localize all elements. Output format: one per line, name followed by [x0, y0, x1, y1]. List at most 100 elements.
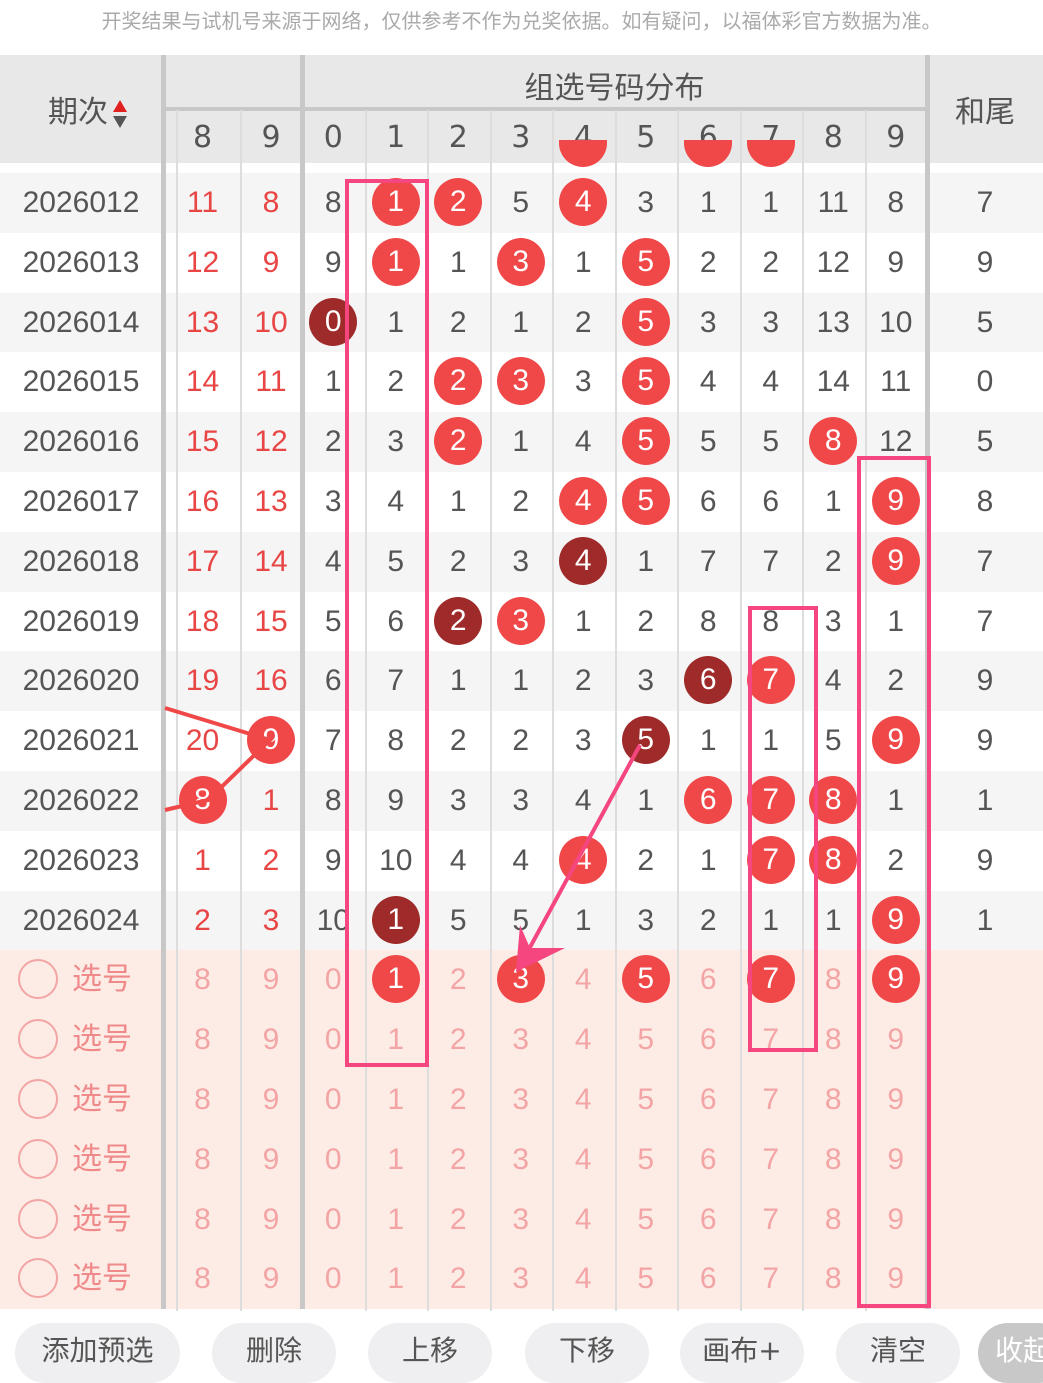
option-number[interactable]: 8 — [194, 963, 211, 997]
option-number[interactable]: 5 — [637, 1083, 655, 1116]
option-number[interactable]: 7 — [762, 1142, 780, 1176]
option-number[interactable]: 8 — [194, 1083, 211, 1116]
option-number[interactable]: 8 — [194, 1023, 211, 1057]
select-cell[interactable]: 9 — [240, 1070, 302, 1130]
radio-circle-icon[interactable] — [18, 1258, 58, 1299]
option-number[interactable]: 8 — [824, 963, 842, 997]
option-number[interactable]: 6 — [699, 1083, 717, 1116]
option-number[interactable]: 9 — [262, 1083, 280, 1116]
option-number[interactable]: 5 — [637, 1023, 655, 1057]
select-cell[interactable]: 9 — [240, 1190, 302, 1250]
option-number[interactable]: 7 — [762, 1202, 780, 1236]
select-cell[interactable]: 1 — [365, 1190, 428, 1250]
option-number[interactable]: 6 — [699, 1262, 717, 1296]
select-cell[interactable]: 5 — [615, 1249, 678, 1309]
option-number[interactable]: 2 — [449, 963, 467, 997]
select-cell[interactable]: 1 — [365, 1070, 428, 1130]
option-number[interactable]: 6 — [699, 1202, 717, 1236]
select-cell[interactable]: 2 — [427, 1249, 490, 1309]
option-number[interactable]: 3 — [512, 1083, 530, 1116]
option-number[interactable]: 9 — [262, 1142, 280, 1176]
select-cell[interactable]: 9 — [865, 1010, 928, 1070]
option-number[interactable]: 0 — [324, 1202, 342, 1236]
select-cell[interactable]: 2 — [427, 1070, 490, 1130]
select-cell[interactable]: 6 — [677, 950, 740, 1010]
select-cell[interactable]: 8 — [165, 950, 240, 1010]
select-cell[interactable]: 9 — [865, 1190, 928, 1250]
select-cell[interactable]: 6 — [677, 1010, 740, 1070]
action-button[interactable]: 添加预选 — [15, 1323, 180, 1383]
select-cell[interactable]: 6 — [677, 1249, 740, 1309]
select-number-option[interactable]: 选号 — [18, 1249, 162, 1309]
select-cell[interactable]: 4 — [552, 950, 615, 1010]
action-button[interactable]: 上移 — [368, 1323, 492, 1383]
period-sort-header[interactable]: 期次 — [48, 87, 128, 131]
select-cell[interactable]: 9 — [240, 1010, 302, 1070]
option-number[interactable]: 4 — [574, 1142, 592, 1176]
action-button[interactable]: 画布+ — [680, 1323, 804, 1383]
option-number[interactable]: 8 — [824, 1142, 842, 1176]
select-cell[interactable]: 8 — [165, 1130, 240, 1190]
select-cell[interactable]: 0 — [302, 1190, 365, 1250]
sort-up-down-icon[interactable] — [112, 98, 128, 130]
select-cell[interactable]: 3 — [490, 1249, 553, 1309]
select-cell[interactable]: 6 — [677, 1070, 740, 1130]
radio-circle-icon[interactable] — [18, 959, 58, 1000]
option-number[interactable]: 2 — [449, 1083, 467, 1116]
option-number[interactable]: 1 — [387, 1083, 405, 1116]
select-cell[interactable]: 0 — [302, 1070, 365, 1130]
option-number[interactable]: 6 — [699, 1023, 717, 1057]
select-cell[interactable]: 7 — [740, 1130, 803, 1190]
select-cell[interactable]: 5 — [615, 1010, 678, 1070]
select-cell[interactable]: 3 — [490, 1190, 553, 1250]
select-cell[interactable]: 5 — [615, 1070, 678, 1130]
option-number[interactable]: 9 — [262, 1023, 280, 1057]
option-number[interactable]: 0 — [324, 1023, 342, 1057]
option-number[interactable]: 9 — [262, 1202, 280, 1236]
option-number[interactable]: 2 — [449, 1262, 467, 1296]
select-cell[interactable]: 8 — [802, 1070, 865, 1130]
select-cell[interactable]: 7 — [740, 1249, 803, 1309]
select-cell[interactable]: 1 — [365, 950, 428, 1010]
option-number[interactable]: 2 — [449, 1023, 467, 1057]
radio-circle-icon[interactable] — [18, 1198, 58, 1239]
select-cell[interactable]: 9 — [865, 1070, 928, 1130]
option-number[interactable]: 1 — [387, 1202, 405, 1236]
option-number[interactable]: 0 — [324, 1142, 342, 1176]
select-cell[interactable]: 8 — [165, 1249, 240, 1309]
option-number[interactable]: 8 — [824, 1023, 842, 1057]
action-button[interactable]: 删除 — [212, 1323, 336, 1383]
action-button[interactable]: 收起 — [978, 1323, 1043, 1383]
select-cell[interactable]: 2 — [427, 1010, 490, 1070]
select-cell[interactable]: 1 — [365, 1130, 428, 1190]
option-number[interactable]: 3 — [512, 1023, 530, 1057]
selected-ball[interactable]: 7 — [746, 955, 795, 1004]
selected-ball[interactable]: 3 — [496, 955, 545, 1004]
option-number[interactable]: 9 — [887, 1142, 905, 1176]
select-cell[interactable]: 9 — [865, 1249, 928, 1309]
select-cell[interactable]: 9 — [865, 950, 928, 1010]
select-cell[interactable]: 5 — [615, 950, 678, 1010]
select-cell[interactable]: 8 — [802, 1190, 865, 1250]
select-cell[interactable]: 3 — [490, 1010, 553, 1070]
select-cell[interactable]: 3 — [490, 1130, 553, 1190]
select-cell[interactable]: 8 — [165, 1070, 240, 1130]
select-cell[interactable]: 0 — [302, 950, 365, 1010]
select-cell[interactable]: 1 — [365, 1010, 428, 1070]
select-cell[interactable]: 4 — [552, 1130, 615, 1190]
select-cell[interactable]: 7 — [740, 1070, 803, 1130]
select-cell[interactable]: 8 — [802, 1130, 865, 1190]
select-cell[interactable]: 4 — [552, 1010, 615, 1070]
option-number[interactable]: 4 — [574, 963, 592, 997]
select-cell[interactable]: 2 — [427, 1130, 490, 1190]
select-cell[interactable]: 0 — [302, 1249, 365, 1309]
option-number[interactable]: 0 — [324, 963, 342, 997]
select-cell[interactable]: 0 — [302, 1010, 365, 1070]
select-cell[interactable]: 8 — [802, 1010, 865, 1070]
select-cell[interactable]: 7 — [740, 1010, 803, 1070]
option-number[interactable]: 0 — [324, 1083, 342, 1116]
option-number[interactable]: 9 — [887, 1023, 905, 1057]
option-number[interactable]: 3 — [512, 1262, 530, 1296]
option-number[interactable]: 3 — [512, 1142, 530, 1176]
select-cell[interactable]: 8 — [802, 1249, 865, 1309]
